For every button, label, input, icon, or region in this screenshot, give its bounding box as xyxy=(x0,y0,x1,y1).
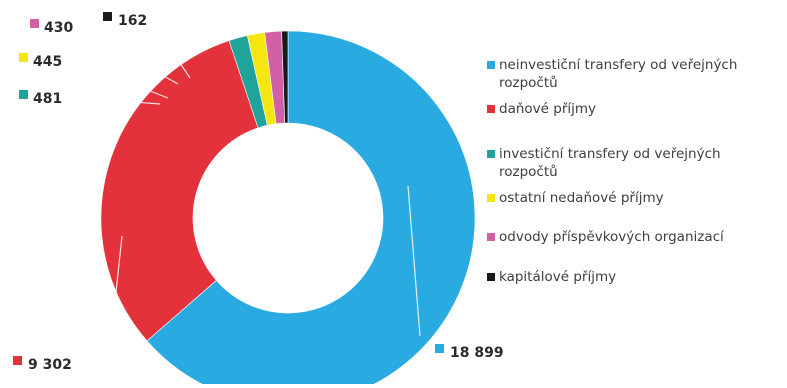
legend-swatch xyxy=(487,233,495,241)
legend-item-danove-prijmy: daňové příjmy xyxy=(487,100,596,118)
legend-item-odvody-prispevkovych-organizaci: odvody příspěvkových organizací xyxy=(487,228,724,246)
data-labels: 18 899 9 302 481 445 430 162 xyxy=(13,12,504,373)
data-label-swatch xyxy=(19,90,28,99)
legend-label-line: kapitálové příjmy xyxy=(499,269,617,285)
data-label-swatch xyxy=(13,356,22,365)
leader-line xyxy=(151,20,191,79)
legend-label-line: daňové příjmy xyxy=(499,101,597,117)
legend-label-line: rozpočtů xyxy=(499,164,558,180)
slice-kapitalove-prijmy xyxy=(281,30,289,124)
leader-lines xyxy=(69,20,421,337)
legend-label: kapitálové příjmy xyxy=(499,268,616,286)
leader-line xyxy=(69,96,161,105)
data-label-swatch xyxy=(435,344,444,353)
legend-swatch xyxy=(487,273,495,281)
data-label: 481 xyxy=(33,91,62,107)
legend-label: ostatní nedaňové příjmy xyxy=(499,189,664,207)
legend-swatch xyxy=(487,105,495,113)
data-label: 18 899 xyxy=(450,345,504,361)
slice-neinvesticni-transfery-od-verejnych xyxy=(146,30,476,388)
legend-item-neinvesticni-transfery-od-verejnych: neinvestiční transfery od veřejných rozpo… xyxy=(487,56,737,92)
donut-slices xyxy=(100,30,476,388)
legend-swatch xyxy=(487,194,495,202)
data-label: 445 xyxy=(33,54,62,70)
data-label-swatch xyxy=(30,19,39,28)
legend-label-line: ostatní nedaňové příjmy xyxy=(499,190,664,206)
legend-label: daňové příjmy xyxy=(499,100,596,118)
leader-line xyxy=(111,235,123,331)
data-label-swatch xyxy=(19,53,28,62)
data-label: 162 xyxy=(118,13,147,29)
leader-line xyxy=(407,185,421,337)
legend-label: investiční transfery od veřejných rozpočt… xyxy=(499,145,721,181)
legend-label-line: investiční transfery od veřejných xyxy=(499,146,721,162)
legend-swatch xyxy=(487,61,495,69)
leader-line xyxy=(77,27,179,85)
legend-item-ostatni-nedanove-prijmy: ostatní nedaňové příjmy xyxy=(487,189,664,207)
legend-swatch xyxy=(487,150,495,158)
legend-label: odvody příspěvkových organizací xyxy=(499,228,724,246)
data-label-swatch xyxy=(103,12,112,21)
legend-label: neinvestiční transfery od veřejných rozpo… xyxy=(499,56,737,92)
data-label: 9 302 xyxy=(28,357,72,373)
slice-danove-prijmy xyxy=(100,40,259,342)
data-label: 430 xyxy=(44,20,73,36)
legend-label-line: rozpočtů xyxy=(499,75,558,91)
legend-label-line: neinvestiční transfery od veřejných xyxy=(499,57,738,73)
leader-line xyxy=(69,59,169,99)
legend-item-investicni-transfery-od-verejnych: investiční transfery od veřejných rozpočt… xyxy=(487,145,721,181)
legend-label-line: odvody příspěvkových organizací xyxy=(499,229,724,245)
legend-item-kapitalove-prijmy: kapitálové příjmy xyxy=(487,268,616,286)
